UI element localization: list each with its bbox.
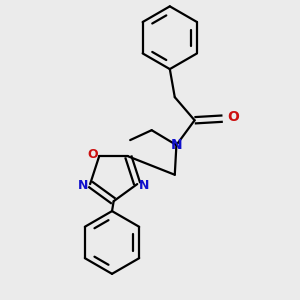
Text: O: O (228, 110, 239, 124)
Text: N: N (78, 179, 89, 192)
Text: N: N (171, 138, 182, 152)
Text: N: N (139, 179, 149, 192)
Text: O: O (88, 148, 98, 161)
